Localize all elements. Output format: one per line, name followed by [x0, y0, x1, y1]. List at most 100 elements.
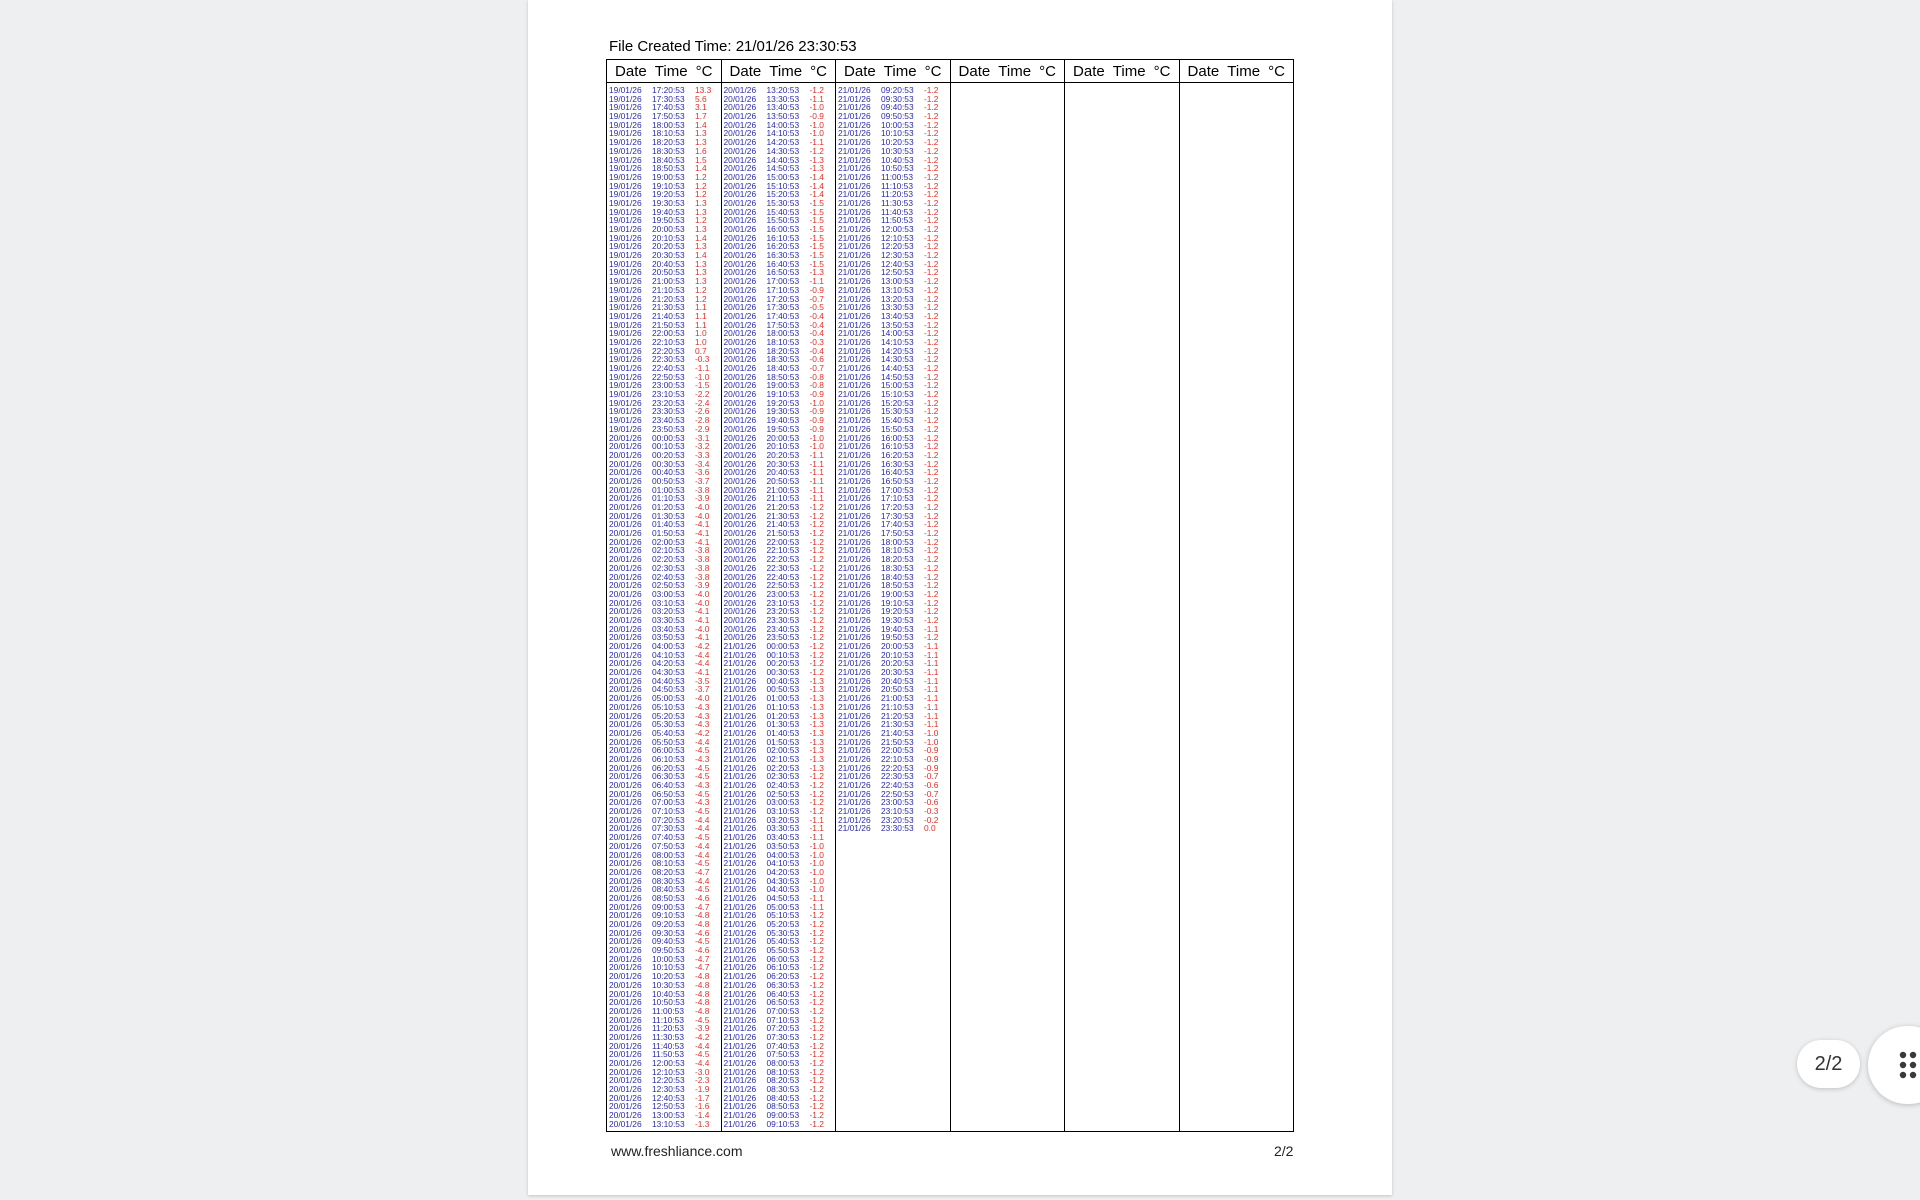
log-row: 20/01/26 03:20:53 -4.1 [609, 607, 721, 616]
log-temperature: -2.3 [695, 1075, 710, 1086]
log-time: 01:40:53 [766, 727, 800, 738]
log-temperature: -1.2 [809, 806, 824, 817]
log-temperature: -1.0 [809, 397, 824, 408]
log-time: 08:50:53 [652, 892, 685, 903]
log-time: 11:00:53 [652, 1005, 684, 1016]
log-row: 19/01/26 20:40:53 1.3 [609, 260, 721, 269]
log-temperature: -4.2 [695, 727, 710, 738]
log-time: 02:50:53 [652, 580, 685, 591]
log-row: 20/01/26 05:40:53 -4.2 [609, 729, 721, 738]
log-temperature: -1.3 [809, 684, 824, 695]
log-temperature: -1.0 [924, 727, 939, 738]
log-date: 21/01/26 [723, 771, 757, 782]
log-date: 20/01/26 [609, 484, 642, 495]
log-time: 06:10:53 [652, 753, 685, 764]
log-time: 13:50:53 [766, 111, 800, 122]
log-temperature: -1.2 [924, 458, 939, 469]
log-temperature: -1.2 [924, 93, 939, 104]
log-date: 21/01/26 [838, 406, 871, 417]
log-row: 21/01/26 11:40:53 -1.2 [838, 207, 950, 217]
log-row: 21/01/26 07:50:53 -1.2 [724, 1050, 836, 1059]
log-date: 21/01/26 [838, 215, 871, 226]
log-row: 20/01/26 20:00:53 -1.0 [724, 433, 836, 443]
log-row: 20/01/26 10:50:53 -4.8 [609, 998, 721, 1007]
log-date: 20/01/26 [609, 771, 642, 782]
log-row: 19/01/26 18:30:53 1.6 [609, 147, 721, 156]
log-row: 19/01/26 20:30:53 1.4 [609, 251, 721, 260]
log-row: 20/01/26 00:30:53 -3.4 [609, 459, 721, 469]
log-temperature: -1.1 [924, 675, 939, 686]
grid-menu-button[interactable] [1868, 1026, 1920, 1104]
log-time: 19:10:53 [652, 180, 685, 191]
log-temperature: -1.6 [695, 1101, 710, 1112]
log-time: 00:50:53 [766, 684, 800, 695]
log-temperature: -0.5 [809, 302, 824, 313]
log-row: 19/01/26 21:00:53 1.3 [609, 277, 721, 286]
log-row: 21/01/26 04:20:53 -1.0 [724, 868, 836, 877]
log-row: 21/01/26 12:40:53 -1.2 [838, 260, 950, 269]
log-temperature: -1.2 [809, 988, 824, 999]
log-time: 06:00:53 [766, 953, 800, 964]
log-time: 17:50:53 [881, 528, 914, 539]
log-time: 22:30:53 [881, 771, 914, 782]
log-row: 20/01/26 06:30:53 -4.5 [609, 772, 721, 781]
log-date: 19/01/26 [609, 224, 642, 234]
log-time: 00:30:53 [766, 667, 800, 678]
log-time: 16:10:53 [881, 441, 914, 452]
log-date: 20/01/26 [609, 823, 642, 834]
log-date: 21/01/26 [838, 319, 871, 330]
log-date: 21/01/26 [723, 1014, 757, 1025]
log-row: 20/01/26 16:20:53 -1.5 [724, 242, 836, 251]
header-date: Date [958, 62, 991, 80]
log-row: 21/01/26 18:20:53 -1.2 [838, 555, 950, 564]
log-time: 19:20:53 [652, 189, 685, 200]
header-date: Date [844, 62, 876, 80]
log-temperature: 13.3 [695, 85, 712, 95]
log-time: 11:30:53 [652, 1031, 684, 1042]
log-temperature: -1.3 [809, 753, 824, 764]
log-row: 20/01/26 06:50:53 -4.5 [609, 788, 721, 799]
log-time: 15:10:53 [766, 180, 800, 191]
log-date: 21/01/26 [723, 710, 757, 721]
log-temperature: -4.4 [695, 658, 710, 669]
log-time: 11:40:53 [652, 1040, 684, 1051]
log-row: 20/01/26 19:30:53 -0.9 [724, 407, 836, 416]
log-time: 00:20:53 [652, 449, 685, 460]
log-time: 20:10:53 [652, 232, 685, 243]
log-temperature: -1.2 [809, 1005, 824, 1016]
log-date: 20/01/26 [723, 154, 757, 165]
log-date: 21/01/26 [838, 258, 871, 269]
log-row: 20/01/26 00:20:53 -3.3 [609, 451, 721, 460]
log-date: 21/01/26 [723, 762, 757, 773]
footer-page-number: 2/2 [1274, 1143, 1294, 1159]
log-row: 21/01/26 00:20:53 -1.2 [724, 659, 836, 668]
log-time: 21:20:53 [766, 502, 800, 512]
log-time: 11:20:53 [881, 189, 913, 200]
log-row: 21/01/26 08:40:53 -1.2 [724, 1094, 836, 1103]
log-row: 21/01/26 16:50:53 -1.2 [838, 477, 950, 486]
log-temperature: 1.0 [695, 336, 707, 347]
log-date: 21/01/26 [723, 892, 757, 903]
log-row: 21/01/26 04:10:53 -1.0 [724, 859, 836, 868]
log-row: 21/01/26 18:10:53 -1.2 [838, 546, 950, 555]
log-row: 21/01/26 06:40:53 -1.2 [724, 988, 836, 999]
log-date: 21/01/26 [838, 701, 871, 712]
log-time: 06:50:53 [652, 788, 685, 799]
log-time: 14:20:53 [766, 137, 800, 148]
log-temperature: -4.4 [695, 823, 710, 834]
log-time: 04:10:53 [766, 858, 800, 869]
log-row: 20/01/26 20:30:53 -1.1 [724, 459, 836, 469]
log-date: 20/01/26 [723, 119, 757, 130]
log-temperature: -1.3 [695, 1118, 710, 1129]
log-date: 20/01/26 [723, 397, 757, 408]
log-temperature: -1.2 [924, 215, 939, 226]
log-row: 20/01/26 23:50:53 -1.2 [724, 633, 836, 642]
log-time: 20:20:53 [766, 449, 800, 460]
log-temperature: -4.5 [695, 1014, 710, 1025]
log-row: 21/01/26 18:50:53 -1.2 [838, 581, 950, 590]
log-row: 21/01/26 17:10:53 -1.2 [838, 494, 950, 503]
log-date: 20/01/26 [609, 875, 642, 886]
log-temperature: -1.1 [809, 901, 824, 912]
log-row: 19/01/26 23:10:53 -2.2 [609, 390, 721, 399]
log-time: 19:00:53 [881, 588, 914, 599]
